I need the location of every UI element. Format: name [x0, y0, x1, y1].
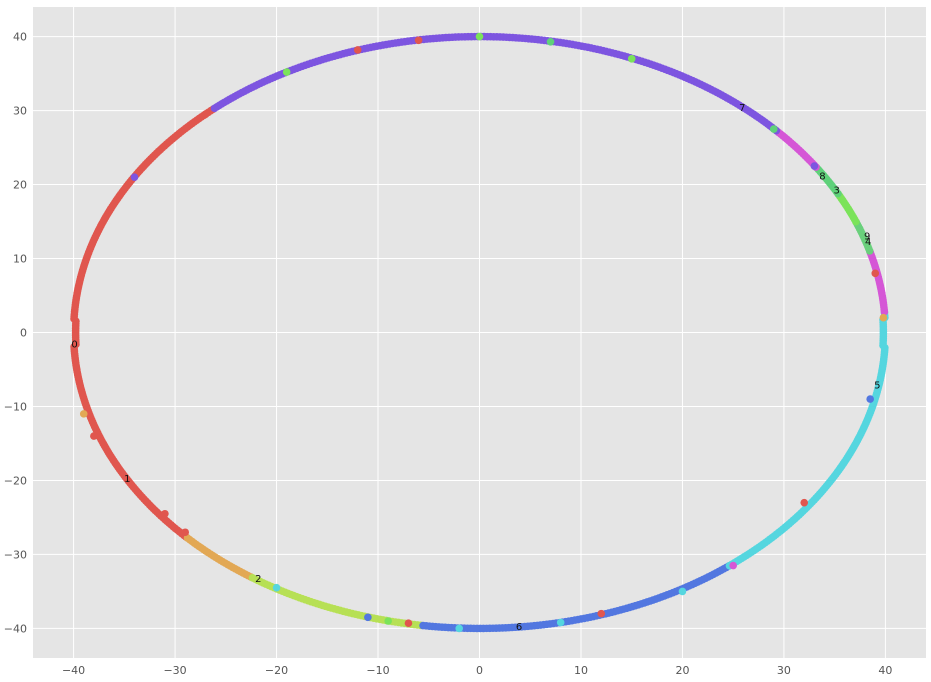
x-axis-ticks: −40 −30 −20 −10 0 10 20 30 40	[62, 664, 892, 677]
x-tick-label: −20	[265, 664, 288, 677]
y-tick-label: 10	[13, 253, 27, 266]
data-point-cluster-0	[90, 432, 98, 440]
data-point-cluster-5	[455, 624, 464, 633]
data-point-cluster-5	[272, 583, 281, 592]
cluster-label-9: 9	[864, 232, 870, 243]
y-tick-label: −40	[4, 622, 27, 635]
data-point-cluster-3	[546, 37, 555, 46]
data-point-cluster-7	[810, 162, 819, 170]
data-point-cluster-0	[353, 46, 362, 54]
cluster-label-5: 5	[874, 380, 880, 391]
cluster-label-0: 0	[71, 340, 77, 351]
data-point-cluster-0	[414, 36, 423, 45]
data-point-cluster-1	[879, 313, 888, 322]
y-tick-label: 20	[13, 179, 27, 192]
cluster-label-1: 1	[124, 474, 130, 485]
data-point-cluster-1	[79, 410, 88, 418]
cluster-label-4: 4	[865, 237, 871, 248]
data-point-cluster-0	[597, 609, 606, 618]
data-point-cluster-7	[130, 173, 139, 181]
cluster-label-6: 6	[516, 622, 522, 633]
data-point-cluster-9	[384, 617, 392, 625]
y-tick-label: −30	[4, 548, 27, 561]
data-point-cluster-0	[161, 509, 169, 518]
cluster-label-2: 2	[255, 574, 261, 585]
cluster-label-7: 7	[739, 103, 745, 114]
y-tick-label: 40	[13, 31, 27, 44]
data-point-cluster-9	[475, 32, 484, 41]
data-point-cluster-0	[800, 498, 809, 507]
x-tick-label: 10	[574, 664, 588, 677]
y-tick-label: −10	[4, 400, 27, 413]
x-tick-label: −30	[163, 664, 186, 677]
data-point-cluster-8	[729, 561, 737, 570]
y-tick-label: 0	[20, 327, 27, 340]
x-tick-label: −40	[62, 664, 85, 677]
data-point-cluster-3	[769, 125, 778, 133]
x-tick-label: 40	[878, 664, 892, 677]
cluster-label-8: 8	[819, 172, 825, 183]
data-point-cluster-5	[678, 587, 687, 596]
y-tick-label: 30	[13, 105, 27, 118]
data-points	[70, 32, 889, 633]
data-point-cluster-0	[871, 269, 880, 278]
x-tick-label: 20	[675, 664, 689, 677]
data-point-cluster-0	[181, 528, 190, 537]
x-tick-label: 0	[476, 664, 483, 677]
y-tick-label: −20	[4, 474, 27, 487]
data-point-cluster-9	[627, 54, 636, 63]
cluster-labels: 0 1 2 3 4 5 6 7 8 9	[71, 103, 880, 633]
data-point-cluster-0	[404, 619, 413, 628]
x-tick-label: −10	[366, 664, 389, 677]
data-point-cluster-5	[556, 618, 565, 627]
data-point-cluster-6	[866, 395, 874, 403]
data-point-cluster-6	[364, 613, 372, 622]
data-point-cluster-0	[201, 110, 210, 119]
x-tick-label: 30	[777, 664, 791, 677]
y-axis-ticks: 40 30 20 10 0 −10 −20 −30 −40	[4, 31, 27, 636]
data-point-cluster-9	[282, 68, 291, 76]
data-point-cluster-7	[210, 104, 219, 113]
cluster-label-3: 3	[834, 186, 840, 197]
